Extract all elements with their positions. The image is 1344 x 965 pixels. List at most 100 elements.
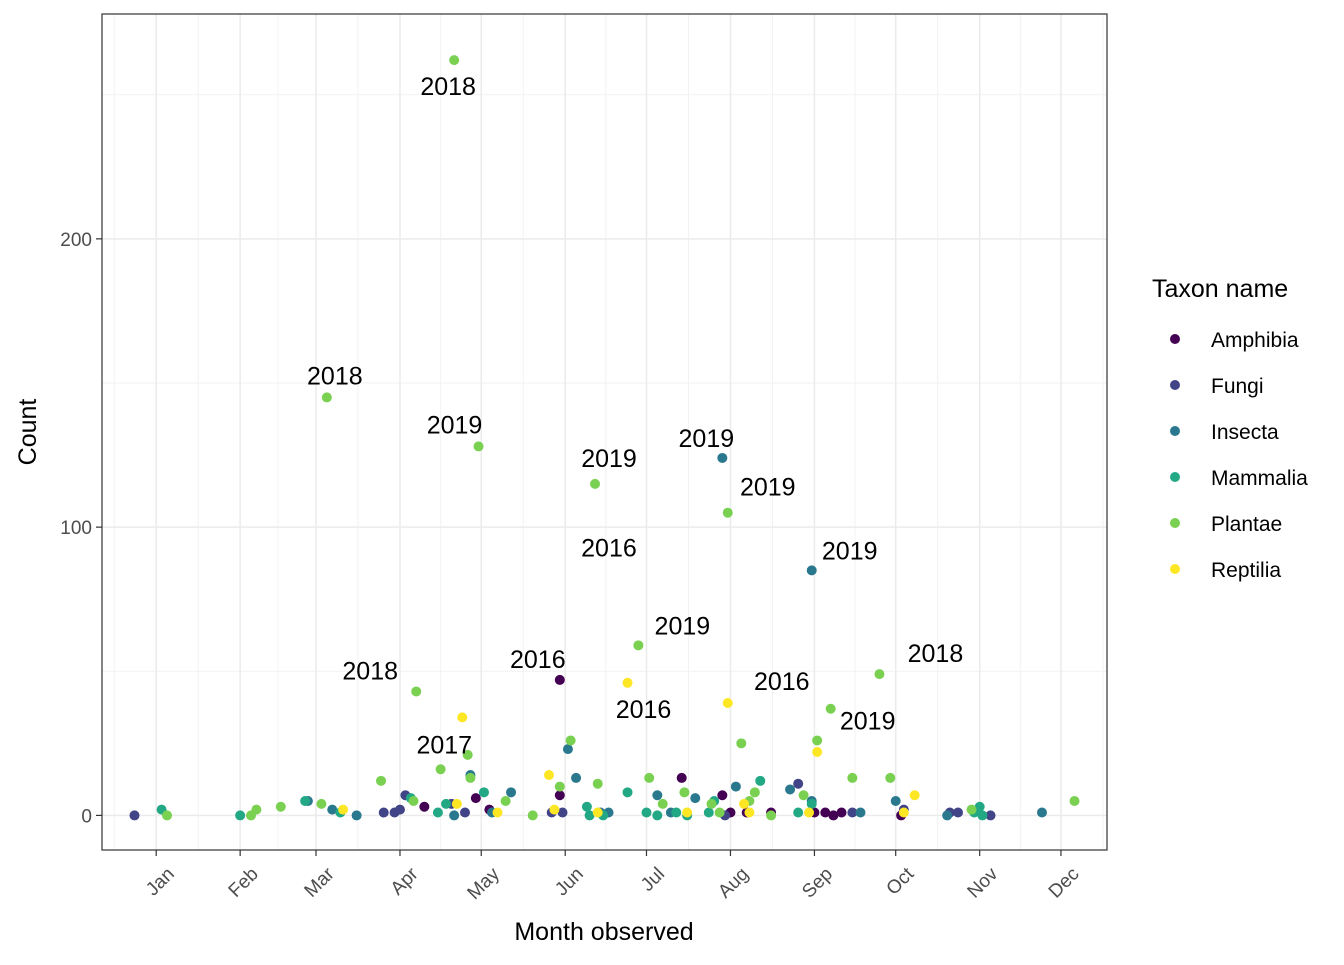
annotation-label: 2018	[420, 73, 476, 101]
x-tick-label: Jun	[551, 864, 588, 901]
data-point	[321, 392, 332, 403]
data-point	[581, 801, 592, 812]
x-tick-label: Apr	[387, 863, 423, 899]
data-point	[408, 795, 419, 806]
data-point	[378, 807, 389, 818]
data-point	[251, 804, 262, 815]
annotation-label: 2019	[822, 537, 878, 565]
plot-background	[102, 14, 1107, 850]
data-point	[451, 798, 462, 809]
grid-major	[102, 14, 1107, 850]
x-axis: Jan Feb Mar Apr May Jun Jul Aug Sep Oct Nov Dec	[142, 850, 1084, 904]
data-point	[722, 507, 733, 518]
grid-minor	[102, 14, 1107, 850]
y-tick-label: 100	[60, 518, 92, 539]
data-point	[554, 674, 565, 685]
data-point	[785, 784, 796, 795]
data-point	[657, 798, 668, 809]
data-point	[592, 778, 603, 789]
annotation-label: 2016	[616, 696, 672, 724]
data-point	[690, 793, 701, 804]
data-point	[449, 810, 460, 821]
data-point	[411, 686, 422, 697]
x-tick-label: Mar	[301, 863, 339, 901]
data-point	[300, 795, 311, 806]
data-point	[671, 807, 682, 818]
data-point	[874, 669, 885, 680]
data-point	[977, 810, 988, 821]
data-point	[717, 452, 728, 463]
data-point	[820, 807, 831, 818]
legend-swatch	[1170, 518, 1180, 528]
data-point	[798, 790, 809, 801]
y-axis-label: Count	[14, 399, 42, 466]
data-point	[457, 712, 468, 723]
legend-label: Fungi	[1211, 375, 1264, 398]
data-point	[633, 640, 644, 651]
data-point	[974, 801, 985, 812]
annotation-label: 2018	[908, 640, 964, 668]
x-tick-label: Feb	[225, 864, 263, 902]
data-point	[622, 787, 633, 798]
x-tick-label: Oct	[883, 863, 919, 899]
data-point	[644, 772, 655, 783]
data-point	[714, 807, 725, 818]
data-point	[351, 810, 362, 821]
data-point	[730, 781, 741, 792]
data-point	[766, 810, 777, 821]
x-tick-label: Jan	[142, 864, 179, 901]
data-point	[338, 804, 349, 815]
data-point	[898, 807, 909, 818]
data-point	[235, 810, 246, 821]
data-point	[394, 804, 405, 815]
data-point	[985, 810, 996, 821]
data-point	[527, 810, 538, 821]
annotation-label: 2019	[679, 425, 735, 453]
data-point	[500, 795, 511, 806]
legend-label: Mammalia	[1211, 467, 1308, 490]
legend: Amphibia Fungi Insecta Mammalia Plantae Repti…	[1170, 329, 1308, 582]
data-point	[462, 749, 473, 760]
data-point	[449, 55, 460, 66]
data-point	[565, 735, 576, 746]
data-point	[855, 807, 866, 818]
annotation-label: 2016	[510, 646, 566, 674]
legend-swatch	[1170, 426, 1180, 436]
data-point	[652, 790, 663, 801]
legend-swatch	[1170, 472, 1180, 482]
data-point	[592, 807, 603, 818]
data-point	[793, 778, 804, 789]
y-axis: 0 100 200	[60, 230, 102, 827]
annotation-label: 2016	[581, 534, 637, 562]
x-tick-label: Jul	[637, 864, 669, 896]
data-point	[953, 807, 964, 818]
legend-label: Reptilia	[1211, 559, 1281, 582]
data-point	[459, 807, 470, 818]
annotation-label: 2019	[840, 708, 896, 736]
data-point	[543, 770, 554, 781]
annotation-label: 2019	[427, 411, 483, 439]
data-point	[584, 810, 595, 821]
data-point	[554, 781, 565, 792]
data-point	[812, 746, 823, 757]
data-point	[828, 810, 839, 821]
data-point	[129, 810, 140, 821]
data-point	[676, 772, 687, 783]
annotation-label: 2017	[416, 731, 472, 759]
data-point	[847, 772, 858, 783]
data-point	[275, 801, 286, 812]
data-point	[739, 798, 750, 809]
x-tick-label: Sep	[798, 864, 837, 903]
data-point	[806, 565, 817, 576]
data-point	[162, 810, 173, 821]
data-point	[804, 807, 815, 818]
data-point	[473, 441, 484, 452]
data-point	[744, 807, 755, 818]
data-point	[736, 738, 747, 749]
data-point	[554, 790, 565, 801]
x-tick-label: May	[464, 863, 505, 904]
data-point	[722, 697, 733, 708]
